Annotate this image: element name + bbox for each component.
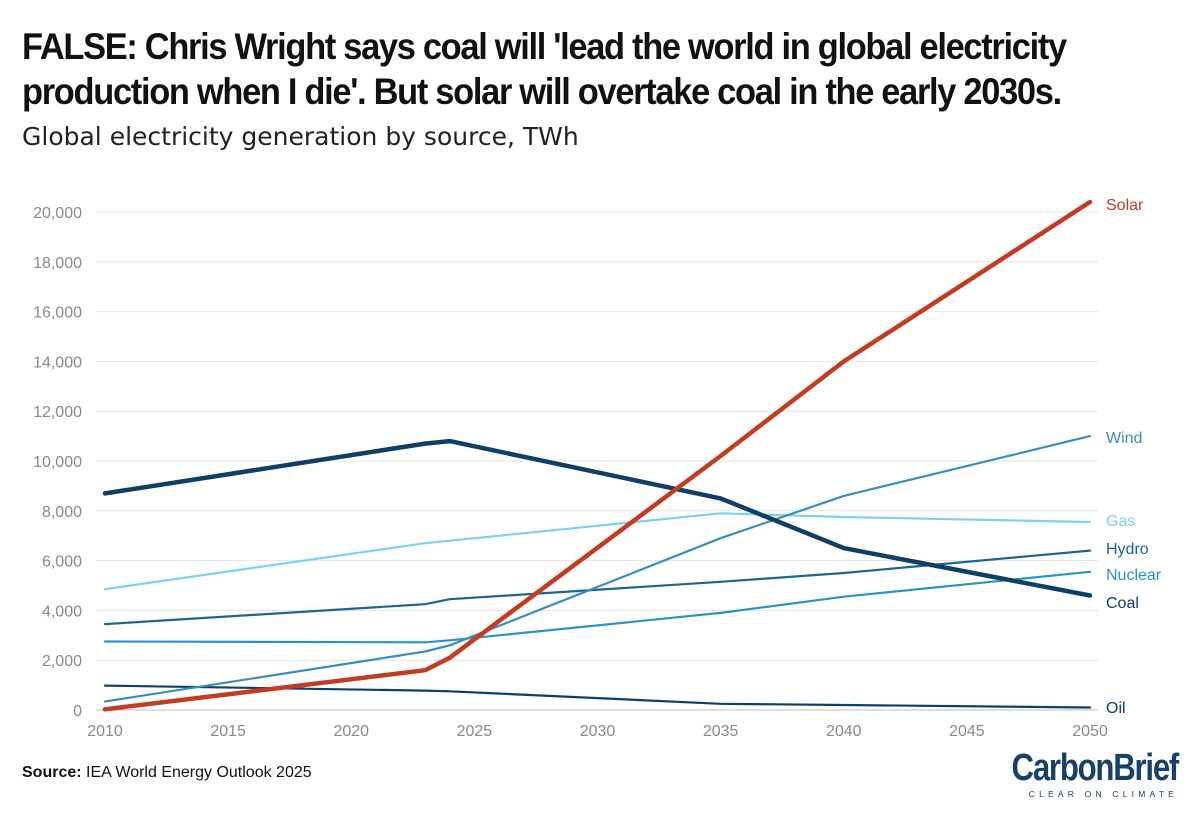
logo-wordmark: CarbonBrief: [1011, 747, 1179, 789]
x-tick-label: 2025: [457, 723, 493, 740]
series-label-gas: Gas: [1106, 513, 1135, 530]
series-line-wind: [103, 435, 1092, 703]
logo-tagline: CLEAR ON CLIMATE: [1028, 789, 1178, 799]
chart-subtitle: Global electricity generation by source,…: [22, 122, 579, 151]
series-line-solar: [102, 199, 1093, 712]
x-tick-label: 2015: [210, 723, 246, 740]
x-tick-label: 2035: [703, 723, 739, 740]
y-tick-label: 14,000: [33, 354, 82, 371]
y-tick-label: 10,000: [33, 454, 82, 471]
y-axis-ticks: 0 2,000 4,000 6,000 8,000 10,000 12,000 14,000 1…: [33, 205, 82, 720]
headline: FALSE: Chris Wright says coal will 'lead…: [22, 24, 1101, 114]
series-label-hydro: Hydro: [1106, 541, 1149, 558]
source-label: Source:: [22, 764, 82, 781]
carbonbrief-logo: CarbonBrief CLEAR ON CLIMATE: [975, 747, 1179, 799]
headline-line-2: production when I die'. But solar will o…: [22, 71, 1062, 112]
series-line-gas: [103, 512, 1092, 591]
series-line-nuclear: [103, 570, 1092, 644]
y-tick-label: 16,000: [33, 305, 82, 322]
series-label-oil: Oil: [1106, 700, 1126, 717]
series-label-wind: Wind: [1106, 430, 1142, 447]
series-label-nuclear: Nuclear: [1106, 567, 1162, 584]
x-tick-label: 2030: [580, 723, 616, 740]
series-label-coal: Coal: [1106, 595, 1139, 612]
y-tick-label: 8,000: [42, 504, 82, 521]
source-note: Source: IEA World Energy Outlook 2025: [22, 764, 312, 782]
y-tick-label: 4,000: [42, 603, 82, 620]
x-tick-label: 2050: [1072, 723, 1108, 740]
x-tick-label: 2010: [87, 723, 123, 740]
series-label-solar: Solar: [1106, 197, 1144, 214]
x-tick-label: 2040: [826, 723, 862, 740]
y-tick-label: 2,000: [42, 653, 82, 670]
series-line-coal: [102, 438, 1093, 598]
y-tick-label: 12,000: [33, 404, 82, 421]
x-tick-label: 2020: [333, 723, 369, 740]
headline-line-1: FALSE: Chris Wright says coal will 'lead…: [22, 26, 1067, 67]
gridlines: [96, 211, 1098, 711]
y-tick-label: 0: [73, 703, 82, 720]
x-axis-ticks: 2010 2015 2020 2025 2030 2035 2040 2045 2050: [87, 723, 1108, 740]
y-tick-label: 20,000: [33, 205, 82, 222]
x-tick-label: 2045: [949, 723, 985, 740]
series-lines: [102, 199, 1093, 712]
source-text: IEA World Energy Outlook 2025: [81, 764, 312, 781]
y-tick-label: 18,000: [33, 255, 82, 272]
series-line-hydro: [103, 549, 1092, 626]
y-tick-label: 6,000: [42, 554, 82, 571]
series-labels: Solar Wind Gas Hydro Nuclear Coal Oil: [1106, 197, 1162, 717]
series-line-oil: [103, 684, 1092, 709]
